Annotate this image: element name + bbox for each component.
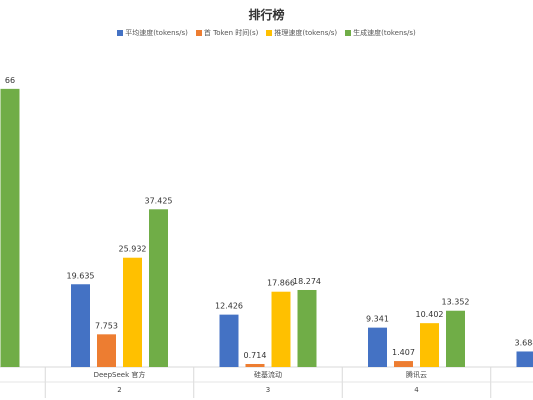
bar-value-label: 18.274 bbox=[293, 277, 321, 286]
bar bbox=[394, 361, 413, 367]
category-label: 腾讯云 bbox=[406, 370, 427, 379]
bar-value-label: 7.753 bbox=[95, 321, 118, 330]
legend-swatch-avg-speed bbox=[117, 30, 124, 36]
legend-label-first-token-time: 首 Token 时间(s) bbox=[203, 29, 259, 37]
bar bbox=[271, 291, 291, 367]
bar-value-label: 9.341 bbox=[366, 315, 389, 324]
category-index-label: 3 bbox=[266, 386, 270, 394]
chart-legend: 平均速度(tokens/s) 首 Token 时间(s) 推理速度(tokens… bbox=[0, 28, 533, 38]
bar-value-label: 66 bbox=[5, 76, 15, 85]
category-index-label: 4 bbox=[414, 386, 419, 394]
bar bbox=[516, 351, 533, 367]
legend-item-first-token-time[interactable]: 首 Token 时间(s) bbox=[195, 28, 259, 38]
legend-item-avg-speed[interactable]: 平均速度(tokens/s) bbox=[117, 28, 188, 38]
bar-value-label: 17.866 bbox=[267, 279, 295, 288]
bar-value-label: 3.684 bbox=[515, 338, 533, 347]
bar bbox=[446, 310, 465, 367]
bar-value-label: 10.402 bbox=[416, 310, 444, 319]
legend-label-generation-speed: 生成速度(tokens/s) bbox=[353, 29, 416, 37]
bar bbox=[123, 257, 142, 367]
bar-value-label: 25.932 bbox=[119, 245, 147, 254]
bar bbox=[420, 323, 439, 367]
bar-value-label: 19.635 bbox=[67, 271, 95, 280]
legend-item-generation-speed[interactable]: 生成速度(tokens/s) bbox=[345, 28, 416, 38]
legend-swatch-reasoning-speed bbox=[266, 30, 273, 36]
category-label: DeepSeek 官方 bbox=[94, 370, 146, 379]
bar bbox=[149, 209, 168, 367]
legend-swatch-first-token-time bbox=[195, 30, 202, 36]
bar-value-label: 37.425 bbox=[145, 196, 173, 205]
bar bbox=[97, 334, 116, 367]
bar bbox=[245, 363, 265, 367]
category-index-label: 2 bbox=[117, 386, 121, 394]
bar-value-label: 1.407 bbox=[392, 348, 415, 357]
bar bbox=[71, 284, 90, 367]
bar-value-label: 12.426 bbox=[215, 302, 243, 311]
bar bbox=[0, 88, 20, 367]
bar bbox=[368, 327, 387, 367]
bar-value-label: 0.714 bbox=[244, 351, 267, 360]
legend-swatch-generation-speed bbox=[345, 30, 352, 36]
legend-label-avg-speed: 平均速度(tokens/s) bbox=[125, 29, 188, 37]
legend-label-reasoning-speed: 推理速度(tokens/s) bbox=[274, 29, 338, 37]
bar-value-label: 13.352 bbox=[442, 298, 470, 307]
category-label: 硅基流动 bbox=[254, 370, 282, 379]
bar bbox=[297, 289, 317, 367]
bar bbox=[219, 314, 239, 367]
legend-item-reasoning-speed[interactable]: 推理速度(tokens/s) bbox=[266, 28, 337, 38]
chart-title: 排行榜 bbox=[248, 8, 285, 22]
